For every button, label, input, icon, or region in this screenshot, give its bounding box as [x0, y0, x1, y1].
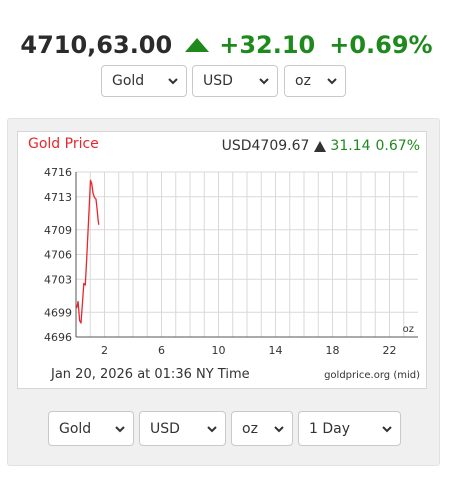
- x-tick-label: 14: [269, 344, 283, 357]
- y-tick-label: 4696: [44, 331, 72, 344]
- price-series-line: [76, 179, 100, 324]
- unit-select-value: oz: [295, 73, 311, 89]
- chart-title: Gold Price: [28, 136, 99, 152]
- currency-select-value: USD: [203, 73, 233, 89]
- bottom-unit-select[interactable]: oz: [231, 411, 293, 446]
- bottom-metal-select[interactable]: Gold: [48, 411, 134, 446]
- chevron-down-icon: [327, 78, 337, 85]
- up-triangle-icon: [314, 140, 327, 152]
- chart-quote: USD4709.67 31.14 0.67%: [222, 138, 420, 154]
- chevron-down-icon: [382, 426, 392, 433]
- metal-select-value: Gold: [112, 73, 145, 89]
- chart-date: Jan 20, 2026 at 01:36 NY Time: [51, 367, 250, 382]
- x-tick-label: 2: [101, 344, 108, 357]
- quote-price: USD4709.67: [221, 138, 310, 154]
- chevron-down-icon: [207, 426, 217, 433]
- quote-change-percent: 0.67%: [375, 138, 420, 154]
- y-tick-label: 4699: [44, 306, 72, 319]
- chart-unit-label: oz: [403, 324, 414, 335]
- x-tick-label: 18: [326, 344, 340, 357]
- quote-change: 31.14: [330, 138, 371, 154]
- x-tick-label: 22: [383, 344, 397, 357]
- x-tick-label: 6: [158, 344, 165, 357]
- bottom-currency-select[interactable]: USD: [139, 411, 226, 446]
- chart-source: goldprice.org (mid): [324, 370, 420, 381]
- y-tick-label: 4713: [44, 191, 72, 204]
- y-tick-label: 4716: [44, 166, 72, 179]
- price-change-percent: +0.69%: [329, 31, 433, 59]
- bottom-unit-select-value: oz: [242, 420, 258, 437]
- currency-select[interactable]: USD: [192, 65, 278, 97]
- price-header: 4710,63.00 +32.10 +0.69%: [0, 28, 453, 62]
- current-price: 4710,63.00: [20, 31, 173, 59]
- time-range-select-value: 1 Day: [309, 420, 351, 437]
- price-change: +32.10: [219, 31, 316, 59]
- chevron-down-icon: [115, 426, 125, 433]
- chevron-down-icon: [274, 426, 284, 433]
- metal-select[interactable]: Gold: [101, 65, 187, 97]
- up-arrow-icon: [185, 38, 210, 52]
- chevron-down-icon: [168, 78, 178, 85]
- y-tick-label: 4706: [44, 249, 72, 262]
- unit-select[interactable]: oz: [284, 65, 346, 97]
- chevron-down-icon: [259, 78, 269, 85]
- bottom-currency-select-value: USD: [150, 420, 180, 437]
- chart-frame: [17, 131, 427, 389]
- y-tick-label: 4709: [44, 224, 72, 237]
- x-tick-label: 10: [212, 344, 226, 357]
- time-range-select[interactable]: 1 Day: [298, 411, 401, 446]
- y-tick-label: 4703: [44, 273, 72, 286]
- bottom-metal-select-value: Gold: [59, 420, 92, 437]
